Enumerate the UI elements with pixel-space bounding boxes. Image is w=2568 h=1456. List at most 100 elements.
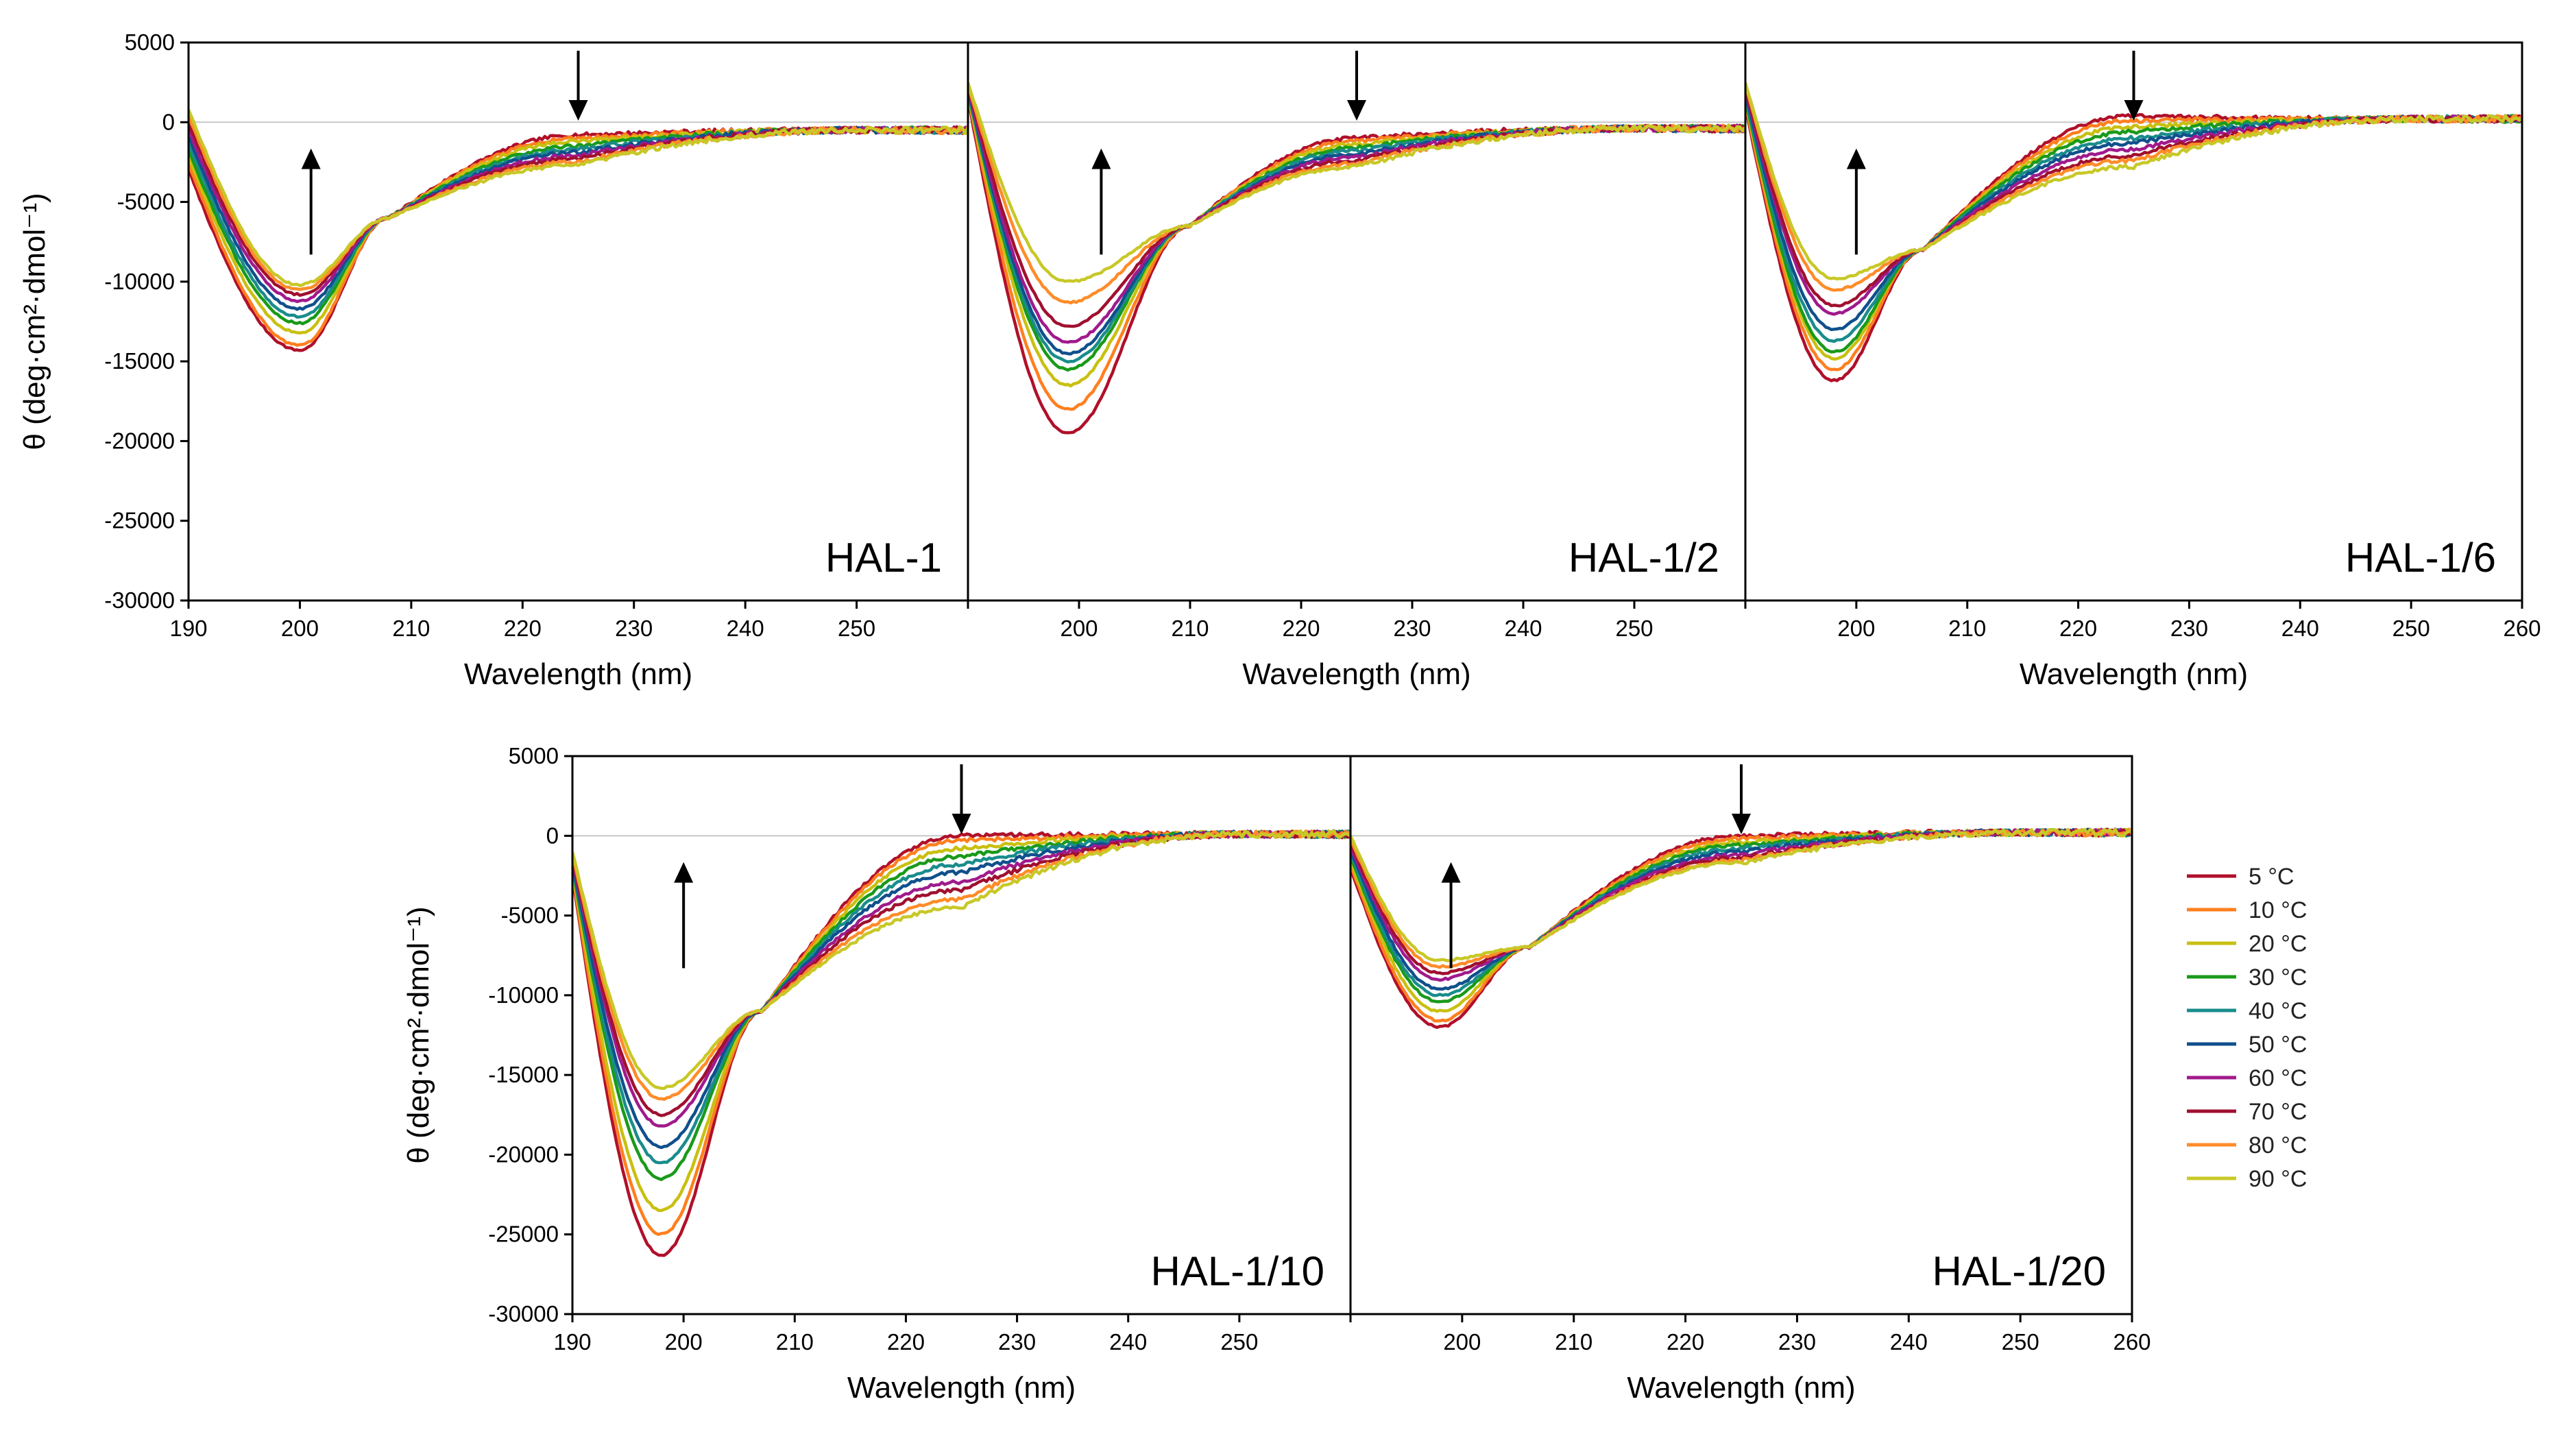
y-tick-label: -30000 xyxy=(488,1301,559,1326)
series-line-90c xyxy=(189,109,968,287)
series-line-90c xyxy=(1350,827,2132,962)
y-tick-label: -25000 xyxy=(488,1222,559,1247)
x-tick-label: 260 xyxy=(2503,616,2541,641)
panel-label: HAL-1/6 xyxy=(2345,535,2496,581)
arrow-down-head-icon xyxy=(1347,99,1366,121)
y-tick-label: -25000 xyxy=(104,508,175,533)
x-tick-label: 210 xyxy=(392,616,430,641)
series-group xyxy=(572,829,1350,1257)
x-tick-label: 250 xyxy=(2393,616,2430,641)
panel-hal-1-2: 200 210 220 230 240 250 Wavelength (nm) HAL-1/2 xyxy=(967,41,1747,691)
y-tick-label: -5000 xyxy=(501,903,559,928)
panel-hal-1-20: 200 210 220 230 240 250 260 Wavelength (nm) HAL-… xyxy=(1349,755,2151,1405)
series-group xyxy=(189,109,968,352)
series-line-90c xyxy=(1745,82,2522,281)
panel-hal-1: 190 200 210 220 230 240 250 5000 0 -5000 -10000 -15… xyxy=(18,29,969,691)
x-tick-label: 210 xyxy=(1171,616,1209,641)
panel-label: HAL-1/10 xyxy=(1151,1248,1324,1294)
y-tick-label: -20000 xyxy=(104,428,175,453)
x-axis-label: Wavelength (nm) xyxy=(464,657,692,691)
x-tick-label: 250 xyxy=(2002,1329,2039,1355)
x-tick-label: 200 xyxy=(665,1329,703,1355)
legend-label: 60 °C xyxy=(2249,1065,2307,1091)
plot-frame xyxy=(1349,755,2133,1315)
legend-label: 30 °C xyxy=(2249,964,2307,991)
legend-label: 10 °C xyxy=(2249,897,2307,923)
series-line-90c xyxy=(968,82,1745,283)
x-tick-label: 200 xyxy=(1060,616,1098,641)
legend-label: 20 °C xyxy=(2249,931,2307,957)
y-tick-label: 5000 xyxy=(125,29,175,55)
x-tick-label: 210 xyxy=(776,1329,814,1355)
y-tick-label: -30000 xyxy=(104,587,175,613)
arrow-up-head-icon xyxy=(1846,148,1866,169)
x-tick-label: 190 xyxy=(553,1329,591,1355)
x-axis-label: Wavelength (nm) xyxy=(847,1371,1076,1405)
series-line-30c xyxy=(1745,98,2522,354)
x-tick-label: 250 xyxy=(1220,1329,1258,1355)
x-axis-label: Wavelength (nm) xyxy=(2020,657,2248,691)
x-tick-label: 210 xyxy=(1948,616,1986,641)
x-axis-label: Wavelength (nm) xyxy=(1242,657,1470,691)
y-axis-label: θ (deg·cm²·dmol⁻¹) xyxy=(402,906,435,1163)
arrow-up-head-icon xyxy=(1091,148,1111,169)
series-line-40c xyxy=(572,829,1350,1165)
x-tick-label: 230 xyxy=(1393,616,1431,641)
y-tick-label: -10000 xyxy=(488,982,559,1008)
y-tick-label: -15000 xyxy=(104,348,175,374)
x-tick-label: 230 xyxy=(615,616,653,641)
panel-label: HAL-1 xyxy=(825,535,942,581)
legend-label: 90 °C xyxy=(2249,1166,2307,1192)
y-tick-label: -15000 xyxy=(488,1062,559,1087)
x-tick-label: 200 xyxy=(281,616,319,641)
x-tick-label: 230 xyxy=(998,1329,1036,1355)
legend: 5 °C 10 °C 20 °C 30 °C 40 °C 50 °C 60 °C 70 °C 8… xyxy=(2187,864,2307,1192)
x-tick-label: 220 xyxy=(504,616,542,641)
y-tick-label: 0 xyxy=(546,823,559,848)
series-group xyxy=(1350,827,2132,1029)
series-group xyxy=(1745,82,2522,383)
series-line-30c xyxy=(968,93,1745,372)
y-tick-label: -10000 xyxy=(104,269,175,294)
x-tick-label: 190 xyxy=(169,616,207,641)
x-axis-label: Wavelength (nm) xyxy=(1627,1371,1855,1405)
x-tick-label: 260 xyxy=(2113,1329,2151,1355)
x-tick-label: 240 xyxy=(727,616,764,641)
x-tick-label: 220 xyxy=(2059,616,2097,641)
arrow-down-head-icon xyxy=(1732,813,1751,834)
series-line-90c xyxy=(572,829,1350,1091)
plot-frame xyxy=(1744,41,2523,602)
x-tick-label: 250 xyxy=(1615,616,1653,641)
x-tick-label: 240 xyxy=(2281,616,2319,641)
x-tick-label: 240 xyxy=(1504,616,1542,641)
y-tick-label: -5000 xyxy=(117,189,175,215)
arrow-down-head-icon xyxy=(568,99,588,121)
series-group xyxy=(968,82,1745,435)
panel-label: HAL-1/20 xyxy=(1933,1248,2106,1294)
arrow-up-head-icon xyxy=(301,148,321,169)
panel-hal-1-6: 200 210 220 230 240 250 260 Wavelength (nm) HAL-… xyxy=(1744,41,2541,691)
arrow-up-head-icon xyxy=(674,862,694,883)
x-tick-label: 200 xyxy=(1443,1329,1481,1355)
x-tick-label: 220 xyxy=(1282,616,1320,641)
x-tick-label: 230 xyxy=(2170,616,2208,641)
series-line-80c xyxy=(1350,827,2132,969)
legend-label: 5 °C xyxy=(2249,864,2294,890)
x-tick-label: 240 xyxy=(1109,1329,1147,1355)
legend-label: 50 °C xyxy=(2249,1032,2307,1058)
legend-label: 40 °C xyxy=(2249,998,2307,1024)
x-tick-label: 240 xyxy=(1890,1329,1928,1355)
series-line-20c xyxy=(572,829,1350,1213)
y-tick-label: -20000 xyxy=(488,1141,559,1167)
legend-label: 80 °C xyxy=(2249,1132,2307,1158)
panels-group: 190 200 210 220 230 240 250 5000 0 -5000 -10000 -15… xyxy=(18,29,2541,1405)
y-tick-label: 5000 xyxy=(509,743,559,768)
x-tick-label: 200 xyxy=(1837,616,1875,641)
x-tick-label: 220 xyxy=(887,1329,925,1355)
x-tick-label: 230 xyxy=(1778,1329,1816,1355)
x-tick-label: 220 xyxy=(1667,1329,1704,1355)
y-tick-label: 0 xyxy=(162,109,175,134)
panel-hal-1-10: 190 200 210 220 230 240 250 5000 0 -5000 -10000 -15… xyxy=(402,743,1352,1405)
arrow-up-head-icon xyxy=(1441,862,1461,883)
